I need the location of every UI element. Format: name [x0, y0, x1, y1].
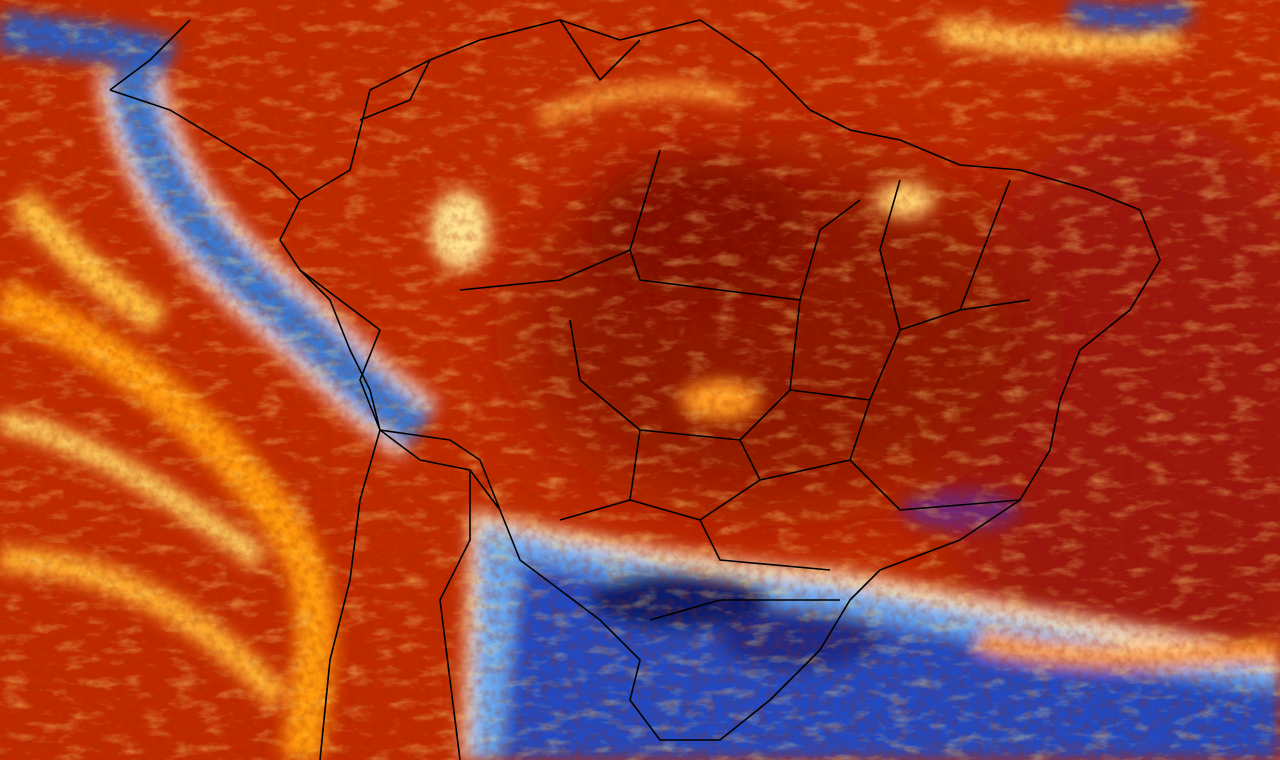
borders [109, 19, 1161, 760]
country-borders [109, 19, 641, 760]
state-borders [459, 149, 1031, 621]
brazil-outline [279, 19, 1161, 741]
